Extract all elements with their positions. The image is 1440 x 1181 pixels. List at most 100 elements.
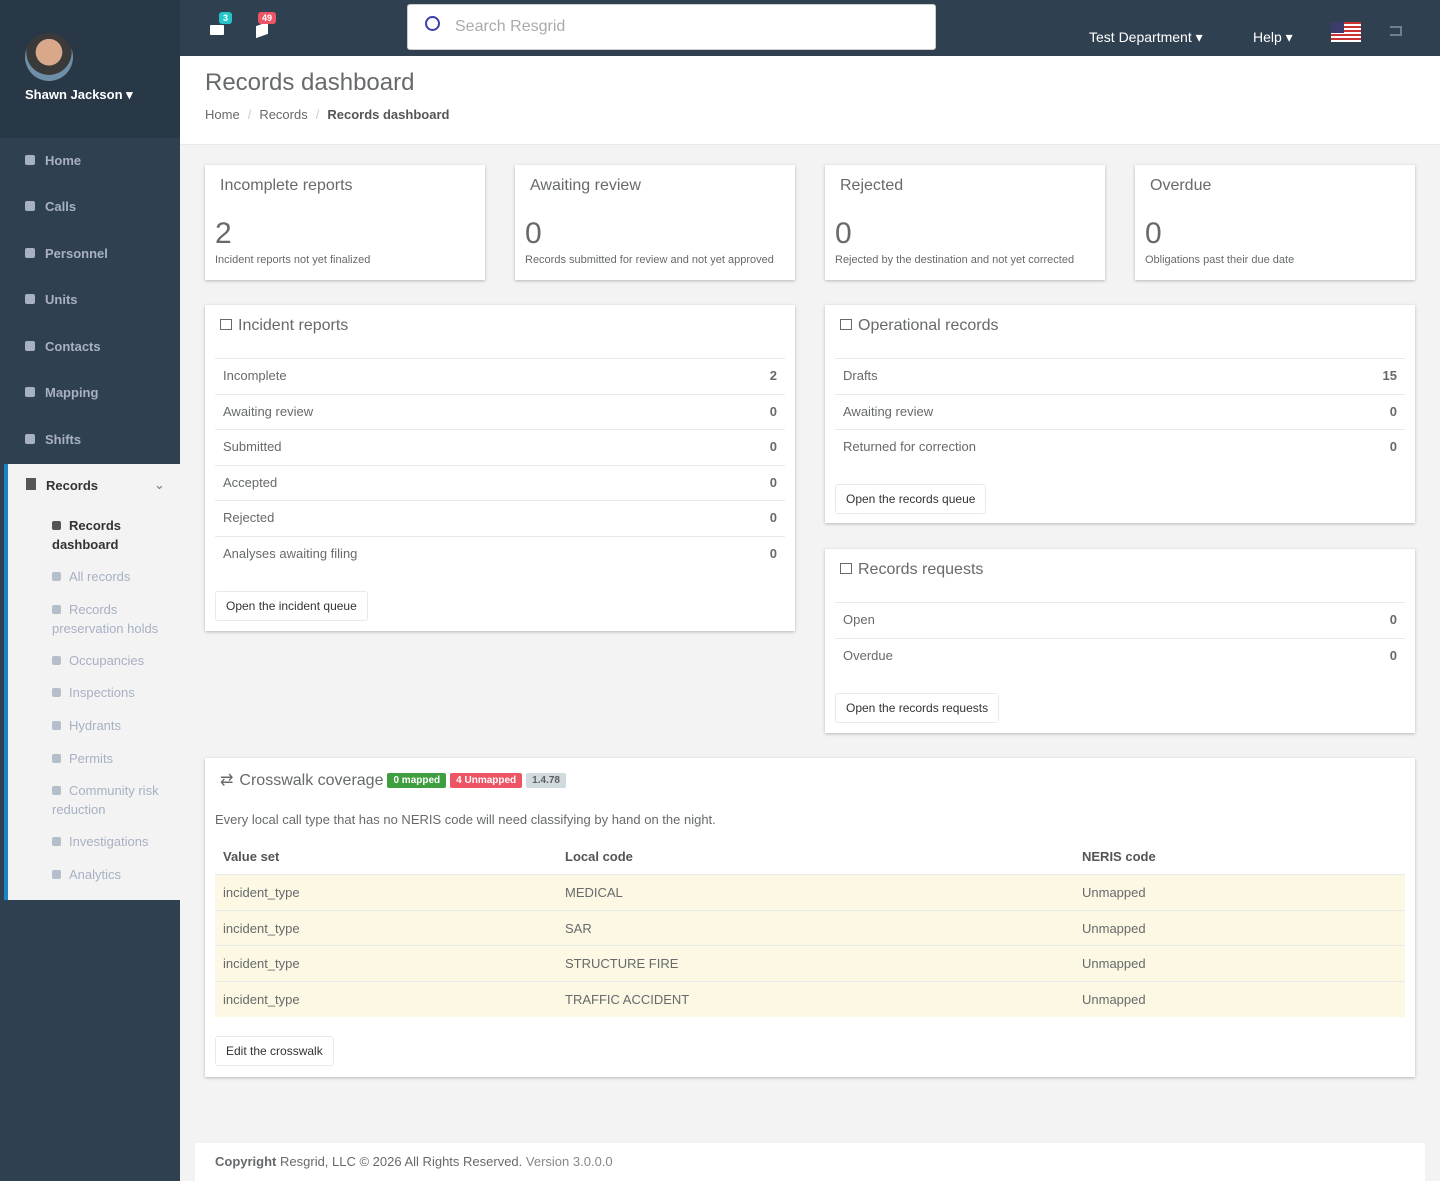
department-menu[interactable]: Test Department ▾ bbox=[1089, 29, 1203, 45]
subnav-item[interactable]: All records bbox=[52, 567, 172, 586]
search-placeholder: Search Resgrid bbox=[455, 18, 566, 35]
table-row: incident_type TRAFFIC ACCIDENT Unmapped bbox=[215, 981, 1405, 1017]
department: Test Department bbox=[1089, 29, 1192, 45]
crumb: Records dashboard bbox=[327, 107, 450, 122]
panel-button[interactable]: Open the incident queue bbox=[215, 591, 368, 621]
logout[interactable] bbox=[1390, 26, 1402, 36]
alert-icon[interactable] bbox=[256, 21, 268, 39]
subnav-label: Hydrants bbox=[69, 718, 122, 733]
nav-icon bbox=[25, 201, 35, 211]
row-label: Drafts bbox=[843, 368, 878, 383]
nav-item[interactable]: Shifts bbox=[25, 432, 81, 447]
panel-button[interactable]: Open the records requests bbox=[835, 693, 1000, 723]
nav-item[interactable]: Calls bbox=[25, 199, 76, 214]
subnav-icon bbox=[52, 572, 61, 581]
subnav-label: Analytics bbox=[69, 867, 122, 882]
panel-row: Awaiting review 0 bbox=[835, 393, 1405, 430]
crosswalk-panel: ⇄ Crosswalk coverage 0 mapped 4 Unmapped 1.4… bbox=[205, 758, 1415, 1077]
subnav-item[interactable]: Analytics bbox=[52, 865, 172, 884]
subnav-label: Records dashboard bbox=[52, 518, 122, 552]
row-value: 0 bbox=[769, 474, 777, 490]
table-row: incident_type STRUCTURE FIRE Unmapped bbox=[215, 945, 1405, 982]
nav-icon bbox=[25, 434, 35, 444]
subnav-icon bbox=[52, 656, 61, 665]
row-value: 0 bbox=[769, 510, 777, 525]
panel-title-text: Operational records bbox=[858, 317, 999, 334]
panel-title: Operational records bbox=[840, 317, 999, 335]
subnav-label: All records bbox=[69, 569, 131, 584]
flag[interactable] bbox=[1331, 22, 1361, 42]
separator: / bbox=[247, 107, 252, 122]
row-label: Analyses awaiting filing bbox=[223, 545, 358, 561]
search-box[interactable]: Search Resgrid bbox=[407, 4, 936, 50]
row-label: Open bbox=[843, 612, 875, 627]
records-label: Records bbox=[46, 478, 99, 493]
avatar bbox=[25, 33, 73, 81]
crumb[interactable]: Records bbox=[259, 107, 308, 122]
stat-value: 0 bbox=[835, 217, 852, 250]
subnav-item[interactable]: Records dashboard bbox=[52, 516, 172, 554]
nav-item[interactable]: Units bbox=[25, 292, 78, 307]
subnav-icon bbox=[52, 754, 61, 763]
table-cell: SAR bbox=[565, 920, 592, 936]
row-value: 15 bbox=[1382, 368, 1397, 383]
subnav-item[interactable]: Inspections bbox=[52, 683, 172, 702]
panel-button[interactable]: Edit the crosswalk bbox=[215, 1036, 334, 1066]
row-value: 0 bbox=[769, 439, 777, 454]
row-label: Overdue bbox=[843, 647, 893, 663]
stat-value: 0 bbox=[1145, 217, 1162, 250]
table-cell: TRAFFIC ACCIDENT bbox=[565, 992, 690, 1008]
separator: / bbox=[315, 107, 320, 122]
subnav-item[interactable]: Investigations bbox=[52, 832, 172, 851]
nav-item[interactable]: Mapping bbox=[25, 385, 98, 400]
subnav-item[interactable]: Permits bbox=[52, 749, 172, 768]
table-cell: incident_type bbox=[223, 920, 300, 936]
nav-label: Mapping bbox=[45, 385, 99, 400]
nav-item[interactable]: Home bbox=[25, 153, 81, 168]
table-cell: Unmapped bbox=[1082, 920, 1146, 936]
nav-item[interactable]: Personnel bbox=[25, 246, 108, 261]
subnav-icon bbox=[52, 521, 61, 530]
footer-text: Resgrid, LLC © 2026 All Rights Reserved. bbox=[280, 1154, 523, 1169]
subnav-item[interactable]: Records preservation holds bbox=[52, 600, 172, 638]
stat-card: Rejected 0 Rejected by the destination and… bbox=[825, 165, 1105, 280]
nav-icon bbox=[25, 248, 35, 258]
user-name[interactable]: Shawn Jackson ▾ bbox=[25, 87, 133, 102]
copyright: Copyright bbox=[215, 1154, 277, 1169]
subnav-item[interactable]: Hydrants bbox=[52, 716, 172, 735]
crumb[interactable]: Home bbox=[205, 107, 240, 122]
table-cell: Unmapped bbox=[1082, 956, 1146, 972]
mail-badge: 3 bbox=[219, 12, 233, 24]
subnav-label: Permits bbox=[69, 751, 114, 766]
subnav-icon bbox=[52, 870, 61, 879]
row-value: 0 bbox=[1389, 612, 1397, 627]
records-nav[interactable]: Records bbox=[26, 478, 98, 493]
breadcrumb: Home / Records / Records dashboard bbox=[205, 107, 449, 122]
row-label: Incomplete bbox=[223, 368, 287, 383]
stat-caption: Rejected by the destination and not yet … bbox=[835, 254, 1075, 266]
subnav-icon bbox=[52, 688, 61, 697]
subnav-item[interactable]: Occupancies bbox=[52, 651, 172, 670]
records-section: Records ⌄ bbox=[4, 464, 180, 900]
table-cell: STRUCTURE FIRE bbox=[565, 956, 679, 972]
panel-button[interactable]: Open the records queue bbox=[835, 484, 987, 514]
help: Help bbox=[1253, 29, 1282, 45]
subnav-label: Community risk reduction bbox=[52, 783, 159, 817]
subnav-label: Inspections bbox=[69, 685, 135, 700]
help-menu[interactable]: Help ▾ bbox=[1253, 29, 1293, 45]
nav-item[interactable]: Contacts bbox=[25, 339, 101, 354]
panel-icon bbox=[840, 563, 852, 574]
version: Version 3.0.0.0 bbox=[525, 1154, 613, 1169]
stat-caption: Incident reports not yet finalized bbox=[215, 254, 371, 266]
stat-value: 2 bbox=[215, 217, 232, 250]
panel-row: Rejected 0 bbox=[215, 500, 785, 536]
table-row: incident_type SAR Unmapped bbox=[215, 909, 1405, 946]
subnav-item[interactable]: Community risk reduction bbox=[52, 781, 172, 819]
column-header: NERIS code bbox=[1082, 849, 1156, 864]
panel-row: Overdue 0 bbox=[835, 637, 1405, 674]
page-header: Records dashboard Home / Records / Records d… bbox=[180, 56, 1440, 145]
nav-icon bbox=[25, 294, 35, 304]
nav-label: Units bbox=[45, 292, 78, 307]
table-cell: MEDICAL bbox=[565, 885, 623, 900]
mail-icon[interactable] bbox=[210, 25, 224, 35]
